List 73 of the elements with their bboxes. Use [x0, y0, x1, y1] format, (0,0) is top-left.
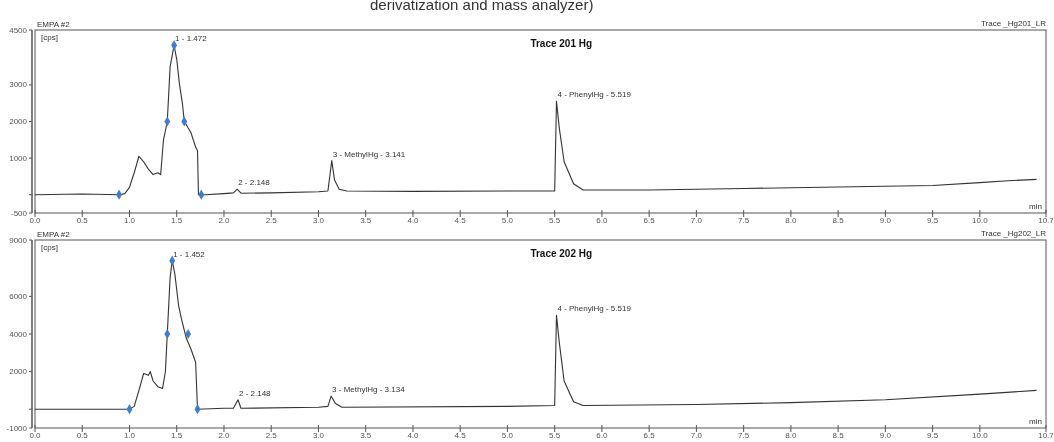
y-tick-label: 4000: [9, 329, 28, 339]
x-tick-label: 2.5: [265, 431, 278, 440]
x-tick-label: 2.0: [218, 216, 231, 225]
x-tick-label: 6.0: [596, 431, 609, 440]
x-tick-label: 9.5: [927, 216, 939, 225]
annotation: 3 - MethylHg - 3.134: [332, 385, 406, 395]
annotation: 1 - 1.472: [175, 34, 208, 44]
x-tick-label: 5.0: [501, 216, 514, 225]
y-tick-label: 4500: [9, 25, 28, 35]
text: Trace _Hg201_LR: [980, 19, 1047, 28]
annotation: min: [1029, 417, 1042, 426]
text: EMPA #2: [37, 20, 71, 29]
x-tick-label: 10.0: [972, 431, 989, 440]
annotation: 1 - 1.452: [173, 249, 206, 259]
x-tick-label: 7.5: [738, 216, 750, 225]
text: derivatization and mass analyzer): [370, 0, 594, 13]
x-tick-label: 10.0: [972, 216, 989, 225]
x-tick-label: 1.0: [123, 216, 136, 225]
x-tick-label: 0.5: [76, 431, 89, 440]
x-tick-label: 7.0: [690, 216, 703, 225]
y-tick-label: 9000: [9, 235, 28, 245]
x-tick-label: 0.5: [76, 216, 89, 225]
annotation: min: [1029, 202, 1042, 211]
text: EMPA #2: [37, 230, 71, 239]
y-tick-label: 3000: [9, 80, 28, 90]
annotation: 2 - 2.148: [238, 388, 272, 398]
y-tick-label: 2000: [9, 117, 28, 127]
text: Trace _Hg202_LR: [980, 229, 1047, 238]
x-tick-label: 9.0: [879, 431, 892, 440]
y-tick-label: 1000: [9, 153, 28, 163]
annotation: 2 - 2.148: [238, 178, 271, 188]
x-tick-label: 0.0: [29, 431, 42, 440]
x-tick-label: 8.5: [832, 431, 845, 440]
x-tick-label: 7.0: [690, 431, 703, 440]
x-tick-label: 6.5: [643, 431, 656, 440]
x-tick-label: 3.0: [312, 431, 325, 440]
x-tick-label: 2.0: [218, 431, 231, 440]
x-tick-label: 1.0: [123, 431, 136, 440]
y-tick-label: 6000: [9, 291, 28, 301]
annotation: [cps]: [41, 243, 58, 252]
x-tick-label: 4.5: [454, 431, 467, 440]
x-tick-label: 5.5: [549, 216, 561, 225]
x-tick-label: 9.0: [879, 216, 892, 225]
x-tick-label: 1.5: [171, 216, 183, 225]
x-tick-label: 3.0: [312, 216, 325, 225]
y-tick-label: -1000: [6, 423, 28, 433]
x-tick-label: 3.5: [360, 216, 372, 225]
x-tick-label: 4.0: [407, 216, 420, 225]
x-tick-label: 4.5: [454, 216, 467, 225]
x-tick-label: 0.0: [29, 216, 42, 225]
x-tick-label: 6.5: [643, 216, 656, 225]
x-tick-label: 8.5: [832, 216, 845, 225]
text: Trace 201 Hg: [530, 38, 593, 49]
x-tick-label: 10.7: [1038, 431, 1054, 440]
annotation: 3 - MethylHg - 3.141: [332, 149, 406, 159]
y-tick-label: -500: [10, 208, 28, 218]
annotation: 4 - PhenylHg - 5.519: [557, 90, 632, 100]
annotation: [cps]: [41, 33, 58, 42]
x-tick-label: 5.0: [501, 431, 514, 440]
x-tick-label: 8.0: [785, 216, 797, 225]
x-tick-label: 8.0: [785, 431, 797, 440]
x-tick-label: 5.5: [549, 431, 561, 440]
y-tick-label: 2000: [9, 367, 28, 377]
x-tick-label: 3.5: [360, 431, 372, 440]
x-tick-label: 10.7: [1038, 216, 1054, 225]
x-tick-label: 6.0: [596, 216, 609, 225]
text: Trace 202 Hg: [530, 248, 593, 259]
x-tick-label: 2.5: [265, 216, 278, 225]
x-tick-label: 7.5: [738, 431, 750, 440]
x-tick-label: 1.5: [171, 431, 183, 440]
annotation: 4 - PhenylHg - 5.519: [557, 304, 632, 314]
x-tick-label: 4.0: [407, 431, 420, 440]
x-tick-label: 9.5: [927, 431, 939, 440]
